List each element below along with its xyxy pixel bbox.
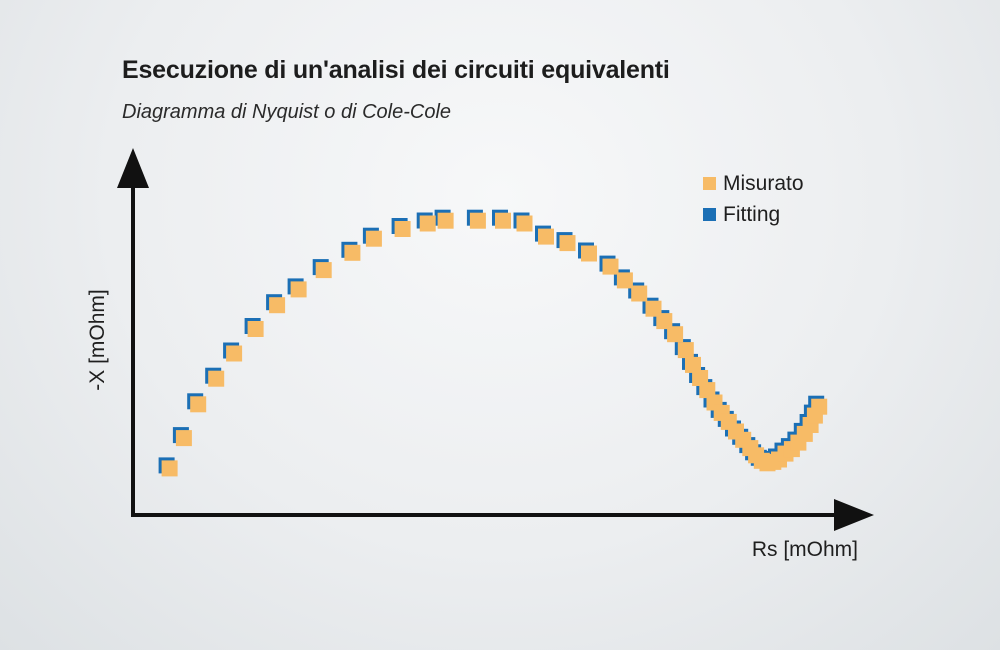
measured-point [581,245,597,262]
measured-point [394,221,411,237]
measured-point [226,345,243,362]
measured-point [559,235,576,252]
measured-point [175,430,192,447]
measured-point [495,212,511,229]
legend: Misurato Fitting [703,172,804,226]
measured-point [419,215,436,232]
measured-point [656,313,673,330]
axes [117,148,874,531]
chart-title: Esecuzione di un'analisi dei circuiti eq… [122,56,670,84]
measured-point [315,262,332,279]
chart-subtitle: Diagramma di Nyquist o di Cole-Cole [122,101,452,123]
measured-point [190,396,207,413]
measured-point [290,281,307,298]
measured-point [247,321,264,337]
measured-point [516,215,533,232]
measured-point [437,212,454,229]
measured-point [677,342,694,359]
measured-point [685,356,701,373]
measured-point [469,212,486,229]
measured-point [699,382,716,399]
data-points [158,209,828,477]
measured-point [631,285,648,302]
x-axis-label: Rs [mOhm] [752,538,858,561]
y-axis-label: -X [mOhm] [86,289,109,391]
measured-point [811,398,828,415]
measured-point [667,326,684,343]
measured-point [692,370,709,386]
measured-point [616,272,633,289]
measured-point [538,228,554,245]
measured-point [269,297,286,314]
measured-point [344,244,361,261]
legend-label-measured: Misurato [723,172,804,195]
legend-label-fitting: Fitting [723,203,780,226]
measured-point [602,258,619,275]
legend-swatch-fitting [703,208,716,221]
measured-point [208,370,225,387]
measured-point [645,300,662,317]
legend-swatch-measured [703,177,716,190]
measured-point [365,230,382,247]
measured-point [161,460,178,477]
